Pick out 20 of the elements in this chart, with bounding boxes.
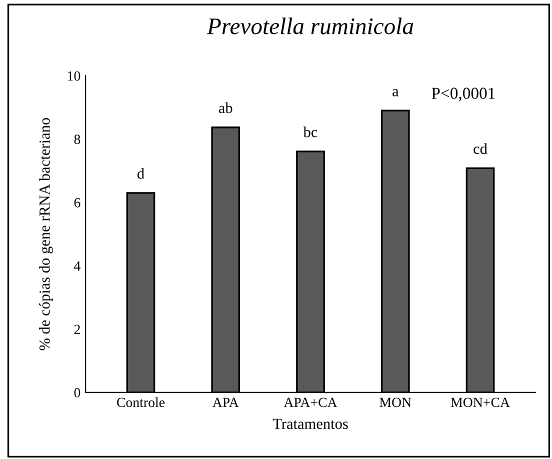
y-tick-label: 10: [68, 71, 80, 81]
x-tick-label: APA: [212, 398, 239, 407]
y-tick-label: 6: [74, 198, 80, 208]
x-axis-title: Tratamentos: [272, 418, 348, 429]
y-tick-label: 8: [74, 134, 80, 144]
x-tick-label: APA+CA: [284, 398, 338, 408]
annotation: P<0,0001: [432, 88, 495, 102]
y-tick-label: 4: [74, 261, 80, 271]
x-tick-label: Controle: [117, 397, 165, 408]
x-tick-label: MON: [380, 398, 412, 408]
annotation: ab: [218, 102, 232, 114]
annotation: cd: [474, 143, 488, 154]
chart-title: Prevotella ruminicola: [206, 18, 414, 34]
y-axis-title: % de cópias do gene rRNA bacteriano: [39, 118, 53, 350]
annotation: d: [137, 168, 144, 179]
x-tick-label: MON+CA: [450, 398, 510, 408]
y-tick-label: 2: [74, 324, 80, 334]
y-tick-label: 0: [74, 388, 80, 398]
annotation: bc: [303, 126, 318, 138]
annotation: a: [392, 89, 399, 96]
